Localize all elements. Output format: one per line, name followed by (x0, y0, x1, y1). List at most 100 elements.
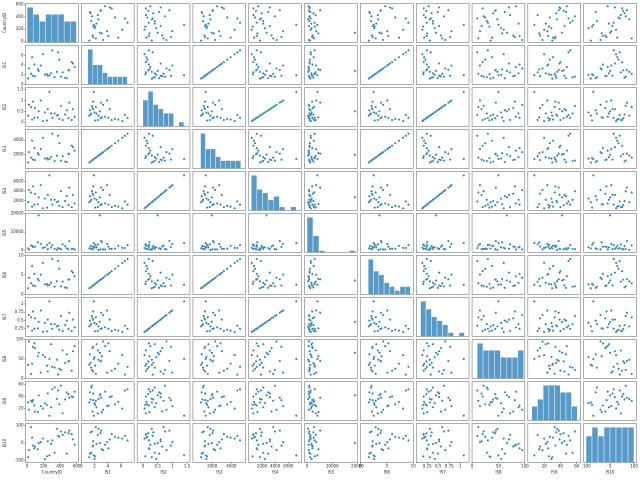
scatter-point (610, 273, 613, 276)
scatter-point (155, 401, 158, 405)
scatter-point (313, 73, 317, 76)
scatter-point (497, 74, 500, 77)
scatter-point (555, 280, 559, 283)
scatter-point (209, 114, 212, 117)
scatter-point (94, 425, 98, 429)
scatter-point (31, 284, 35, 287)
scatter-point (514, 5, 518, 8)
scatter-point (587, 283, 590, 286)
scatter-point (251, 73, 254, 76)
scatter-point (113, 16, 117, 19)
scatter-point (496, 70, 499, 74)
scatter-point (518, 447, 521, 450)
scatter-point (612, 49, 615, 52)
scatter-point (433, 26, 436, 30)
scatter-point (379, 9, 382, 13)
scatter-point (450, 30, 453, 33)
scatter-point (388, 62, 392, 65)
scatter-point (123, 324, 127, 327)
scatter-point (48, 74, 51, 77)
scatter-point (53, 198, 56, 201)
scatter-point (27, 448, 31, 452)
scatter-point (157, 160, 161, 164)
scatter-point (46, 193, 49, 197)
scatter-point (251, 364, 254, 367)
scatter-point (551, 287, 554, 290)
scatter-point (388, 318, 392, 321)
scatter-point (374, 105, 377, 109)
scatter-point (353, 320, 357, 324)
scatter-point (36, 448, 40, 451)
scatter-point (152, 286, 155, 289)
scatter-point (97, 325, 100, 328)
scatter-point (73, 274, 76, 278)
scatter-point (99, 396, 103, 399)
panel-frame (81, 255, 135, 295)
scatter-point (494, 186, 498, 189)
scatter-point (96, 329, 100, 333)
scatter-point (594, 247, 597, 250)
scatter-point (147, 327, 150, 331)
scatter-point (209, 201, 212, 204)
scatter-point (272, 156, 275, 159)
scatter-point (306, 201, 310, 204)
scatter-point (215, 248, 219, 251)
scatter-point (252, 56, 256, 59)
panel-frame (25, 213, 79, 253)
scatter-point (553, 372, 556, 376)
scatter-point (89, 398, 92, 401)
scatter-point (425, 203, 428, 207)
scatter-point (546, 309, 549, 312)
scatter-point (429, 51, 432, 54)
y-tick-label: 5 (21, 272, 24, 277)
scatter-point (536, 329, 539, 333)
scatter-point (371, 398, 374, 402)
scatter-point (554, 345, 557, 349)
scatter-point (100, 32, 103, 35)
scatter-point (564, 247, 568, 250)
scatter-point (150, 427, 154, 431)
scatter-point (144, 364, 147, 367)
scatter-point (503, 10, 506, 14)
scatter-point (91, 106, 94, 110)
scatter-point (486, 132, 490, 135)
scatter-point (31, 398, 35, 402)
scatter-point (226, 267, 229, 270)
scatter-point (368, 10, 371, 14)
scatter-point (388, 247, 392, 250)
scatter-point (564, 286, 568, 290)
scatter-point (226, 403, 229, 406)
scatter-point (73, 443, 76, 446)
scatter-point (533, 283, 536, 286)
scatter-point (281, 404, 285, 408)
y-tick-label: 400 (16, 14, 24, 19)
scatter-point (370, 15, 373, 18)
scatter-point (564, 109, 568, 112)
scatter-point (499, 197, 503, 200)
scatter-point (268, 271, 272, 274)
scatter-point (425, 63, 428, 66)
scatter-point (88, 286, 92, 290)
scatter-point (313, 455, 317, 458)
scatter-point (428, 455, 432, 459)
scatter-point (600, 355, 603, 358)
scatter-point (156, 69, 159, 73)
scatter-point (560, 351, 564, 354)
scatter-point (88, 363, 91, 367)
scatter-point (65, 76, 68, 80)
panel-frame (471, 87, 526, 127)
scatter-point (436, 286, 439, 290)
scatter-point (565, 115, 569, 118)
scatter-point (368, 76, 371, 80)
scatter-point (434, 279, 438, 282)
scatter-point (71, 350, 75, 353)
y-tick-label: 1.5 (17, 87, 24, 92)
scatter-point (477, 425, 480, 429)
scatter-point (229, 400, 232, 404)
scatter-point (611, 392, 614, 395)
scatter-point (484, 204, 487, 208)
scatter-point (514, 65, 518, 69)
scatter-point (110, 247, 113, 251)
scatter-point (447, 68, 450, 72)
scatter-point (494, 311, 498, 314)
